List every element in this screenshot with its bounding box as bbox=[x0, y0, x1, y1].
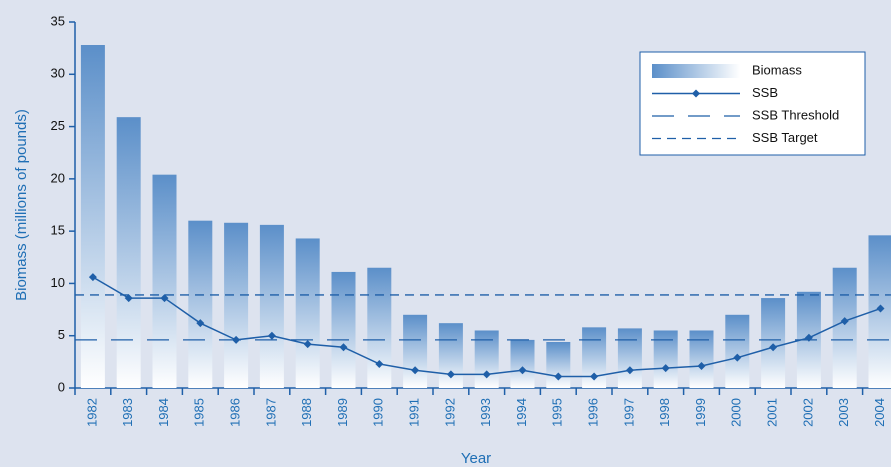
x-tick-label: 1982 bbox=[84, 398, 99, 427]
marker bbox=[196, 319, 205, 328]
marker bbox=[375, 359, 384, 368]
x-tick-label: 1994 bbox=[514, 398, 529, 427]
y-tick-label: 35 bbox=[51, 13, 65, 28]
marker bbox=[160, 294, 169, 303]
x-tick-label: 1992 bbox=[442, 398, 457, 427]
marker bbox=[840, 317, 849, 326]
x-tick-label: 1983 bbox=[120, 398, 135, 427]
marker bbox=[339, 343, 348, 352]
x-tick-label: 2002 bbox=[800, 398, 815, 427]
marker bbox=[232, 335, 241, 344]
marker bbox=[88, 273, 97, 282]
bar bbox=[725, 314, 750, 388]
x-tick-label: 2003 bbox=[836, 398, 851, 427]
x-tick-label: 1990 bbox=[371, 398, 386, 427]
x-tick-label: 1989 bbox=[335, 398, 350, 427]
legend-label: SSB bbox=[752, 85, 778, 100]
legend-label: SSB Target bbox=[752, 130, 818, 145]
x-tick-label: 1985 bbox=[192, 398, 207, 427]
bar bbox=[546, 341, 571, 388]
x-tick-label: 1997 bbox=[621, 398, 636, 427]
bar bbox=[617, 328, 642, 388]
marker bbox=[661, 364, 670, 373]
marker bbox=[769, 343, 778, 352]
marker bbox=[625, 366, 634, 375]
bar bbox=[761, 298, 786, 388]
bar bbox=[116, 117, 141, 388]
x-tick-label: 2000 bbox=[729, 398, 744, 427]
y-tick-label: 25 bbox=[51, 118, 65, 133]
marker bbox=[876, 304, 885, 313]
y-tick-label: 10 bbox=[51, 275, 65, 290]
marker bbox=[590, 372, 599, 381]
x-tick-label: 2004 bbox=[872, 398, 887, 427]
x-tick-label: 1991 bbox=[407, 398, 422, 427]
bar bbox=[331, 271, 356, 388]
x-tick-label: 1998 bbox=[657, 398, 672, 427]
x-tick-label: 1984 bbox=[156, 398, 171, 427]
bar bbox=[367, 267, 392, 388]
x-tick-label: 1988 bbox=[299, 398, 314, 427]
y-tick-label: 30 bbox=[51, 66, 65, 81]
bar bbox=[295, 238, 320, 388]
y-tick-label: 5 bbox=[58, 327, 65, 342]
x-tick-label: 1987 bbox=[263, 398, 278, 427]
bar bbox=[653, 330, 678, 388]
x-tick-label: 1995 bbox=[550, 398, 565, 427]
marker bbox=[303, 340, 312, 349]
marker bbox=[446, 370, 455, 379]
y-tick-label: 0 bbox=[58, 379, 65, 394]
legend-marker bbox=[692, 89, 700, 98]
x-tick-label: 2001 bbox=[765, 398, 780, 427]
bar bbox=[689, 330, 714, 388]
bar bbox=[474, 330, 499, 388]
legend-swatch bbox=[652, 64, 740, 78]
legend-label: Biomass bbox=[752, 62, 802, 77]
x-tick-label: 1993 bbox=[478, 398, 493, 427]
marker bbox=[124, 294, 133, 303]
marker bbox=[554, 372, 563, 381]
bar bbox=[188, 220, 213, 388]
marker bbox=[267, 331, 276, 340]
y-tick-label: 20 bbox=[51, 170, 65, 185]
x-tick-label: 1996 bbox=[586, 398, 601, 427]
marker bbox=[482, 370, 491, 379]
marker bbox=[518, 366, 527, 375]
marker bbox=[804, 333, 813, 342]
marker bbox=[697, 362, 706, 371]
marker bbox=[411, 366, 420, 375]
legend-label: SSB Threshold bbox=[752, 107, 839, 122]
bar bbox=[259, 224, 284, 388]
x-tick-label: 1999 bbox=[693, 398, 708, 427]
bar bbox=[224, 222, 249, 388]
bar bbox=[80, 45, 105, 389]
y-tick-label: 15 bbox=[51, 223, 65, 238]
x-axis-label: Year bbox=[461, 450, 491, 467]
marker bbox=[733, 353, 742, 362]
bar bbox=[152, 174, 177, 388]
y-axis-label: Biomass (millions of pounds) bbox=[13, 109, 30, 301]
x-tick-label: 1986 bbox=[228, 398, 243, 427]
bar bbox=[832, 267, 857, 388]
bar bbox=[510, 339, 535, 388]
bar bbox=[403, 314, 428, 388]
